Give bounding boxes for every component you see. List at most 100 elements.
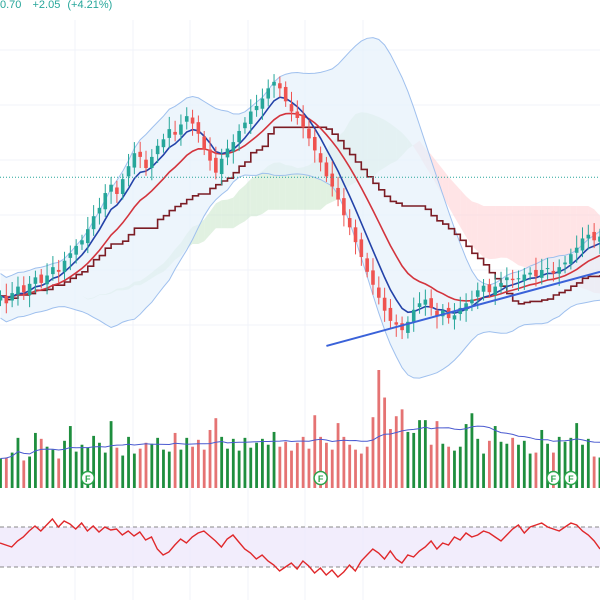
volume-ma-line — [0, 425, 600, 459]
cloud-segment — [501, 206, 507, 258]
candle-body — [475, 290, 480, 297]
cloud-segment — [250, 175, 257, 217]
event-marker-label: F — [318, 474, 324, 484]
candle-body — [91, 216, 96, 230]
volume-bar — [98, 442, 101, 488]
cloud-segment — [303, 165, 309, 210]
volume-bar — [272, 431, 276, 488]
candle-body — [184, 116, 189, 122]
candle-body — [569, 254, 573, 264]
event-marker-circle — [313, 470, 328, 486]
legend-change: +2.05 — [32, 0, 60, 11]
volume-bar — [249, 447, 253, 488]
candle-body — [400, 323, 404, 331]
candle-body — [551, 270, 556, 274]
volume-bar — [220, 436, 224, 488]
candle-body — [493, 286, 497, 295]
volume-bar — [575, 423, 579, 488]
candle-body — [295, 111, 300, 118]
candle-body — [522, 274, 527, 282]
volume-bar — [435, 421, 439, 488]
candle-body — [225, 148, 230, 158]
candle-body — [27, 283, 32, 295]
volume-bar — [464, 424, 468, 488]
candle-body — [510, 278, 515, 281]
candle-body — [33, 277, 38, 284]
bollinger-lower — [0, 172, 600, 379]
volume-bar — [429, 444, 433, 488]
volume-bar — [406, 431, 410, 488]
cloud-segment — [291, 165, 298, 210]
volume-bar — [348, 444, 352, 488]
cloud-segment — [256, 170, 263, 217]
candle-body — [516, 278, 521, 280]
volume-bar — [86, 447, 90, 488]
candle-body — [342, 198, 346, 216]
cloud-segment — [489, 206, 496, 260]
volume-bar — [127, 436, 130, 488]
candle-body — [80, 240, 84, 245]
cloud-segment — [448, 176, 455, 217]
volume-bar — [563, 441, 567, 488]
cloud-segment — [215, 200, 222, 229]
volume-bar — [74, 451, 78, 488]
volume-bar — [458, 446, 462, 488]
rsi-pane — [0, 517, 600, 578]
bollinger-fill — [0, 37, 600, 379]
candle-body — [196, 122, 201, 134]
candle-body — [68, 253, 73, 258]
cloud-segment — [204, 211, 211, 242]
candle-body — [150, 156, 154, 169]
uptrend-line — [326, 270, 600, 347]
legend-values: 0.70 +2.05 (+4.21%) — [0, 0, 112, 11]
candle-body — [580, 238, 585, 251]
candle-body — [301, 115, 305, 128]
volume-bar — [237, 450, 241, 488]
candle-body — [109, 184, 113, 192]
cloud-segment — [466, 196, 472, 246]
candle-body — [115, 187, 119, 194]
candle-body — [138, 151, 142, 157]
volume-bar — [423, 420, 427, 488]
volume-bar — [57, 458, 61, 488]
cloud-segment — [495, 206, 502, 259]
candle-body — [534, 269, 538, 277]
volume-bar — [493, 426, 497, 488]
candle-body — [4, 295, 9, 304]
cloud-segment — [477, 203, 484, 258]
volume-bar — [383, 397, 387, 488]
candle-body — [56, 269, 61, 272]
cloud-segment — [297, 167, 304, 210]
volume-bar — [80, 444, 84, 488]
volume-bar — [51, 449, 55, 488]
candle-body — [435, 310, 439, 317]
event-marker-circle — [80, 470, 96, 486]
volume-bar — [447, 446, 451, 488]
volume-bar — [63, 440, 66, 488]
volume-bar — [325, 442, 328, 488]
volume-bar — [534, 452, 538, 488]
candle-body — [283, 86, 288, 102]
volume-bar — [412, 432, 416, 488]
volume-bar — [307, 448, 311, 488]
volume-bar — [226, 448, 229, 488]
candle-body — [120, 179, 125, 194]
cloud-segment — [454, 183, 461, 227]
candle-body — [208, 149, 212, 161]
volume-bar — [22, 460, 26, 488]
volume-bar — [4, 457, 8, 488]
candle-body — [470, 299, 474, 304]
volume-bar — [569, 437, 573, 488]
cloud-segment — [524, 206, 531, 271]
cloud-segment — [535, 206, 542, 276]
cloud-segment — [233, 190, 240, 229]
volume-bar — [185, 437, 189, 488]
cloud-segment — [285, 165, 292, 210]
volume-bar — [552, 452, 555, 488]
cloud-segment — [506, 206, 513, 262]
volume-bar — [173, 432, 177, 488]
rsi-band — [0, 527, 600, 567]
candle-body — [359, 239, 364, 257]
